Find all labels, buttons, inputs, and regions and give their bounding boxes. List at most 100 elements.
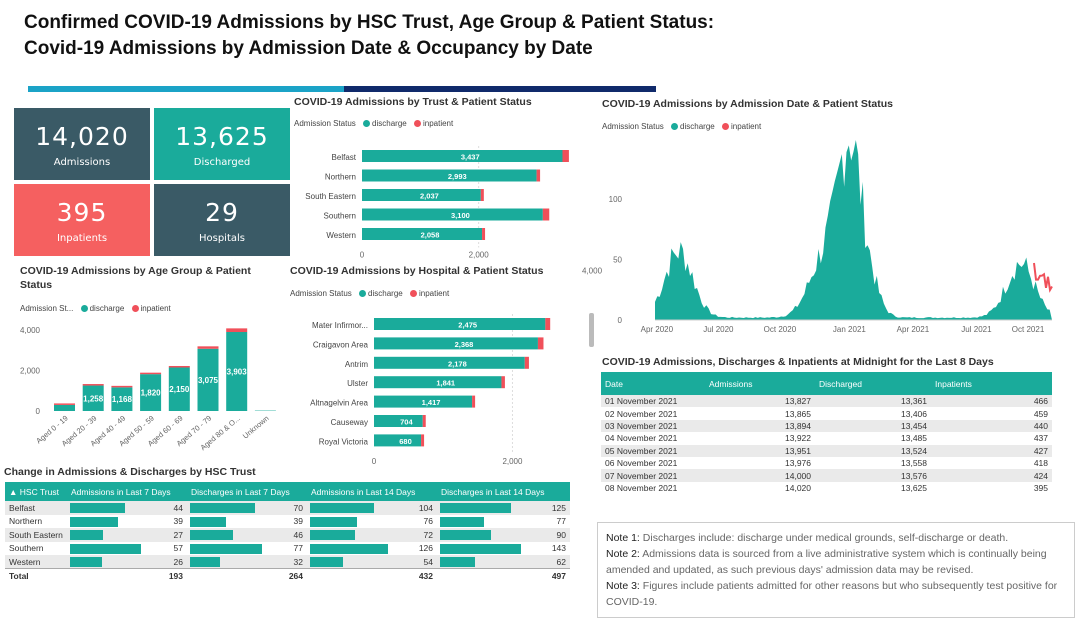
discharge-bar: [140, 374, 162, 411]
age-chart-legend: Admission St... discharge inpatient: [20, 304, 171, 313]
legend-inpatient[interactable]: inpatient: [730, 122, 762, 131]
age-chart-title-2: Status: [20, 279, 53, 291]
data-label: 2,178: [448, 359, 467, 368]
column-header[interactable]: Date: [601, 372, 705, 395]
data-label: 2,368: [455, 340, 474, 349]
cell-value: 27: [173, 529, 183, 540]
data-bar: [190, 503, 256, 513]
table-cell: 13,485: [901, 433, 927, 444]
legend-discharge[interactable]: discharge: [680, 122, 715, 131]
data-bar: [310, 516, 358, 527]
data-label: 1,168: [112, 395, 133, 404]
data-bar: [70, 516, 119, 527]
column-header[interactable]: Inpatients: [931, 372, 1052, 395]
category-label: Ulster: [347, 379, 368, 388]
data-bar: [190, 557, 220, 567]
trust-chart-legend: Admission Status discharge inpatient: [294, 119, 453, 128]
inpatient-bar: [524, 356, 529, 369]
hosp-chart-title: COVID-19 Admissions by Hospital & Patien…: [290, 265, 544, 277]
column-header[interactable]: ▲ HSC Trust: [5, 482, 67, 501]
table-row: Belfast 44 70 104 125: [5, 501, 570, 515]
x-tick-label: Jul 2020: [703, 325, 734, 334]
category-label: Causeway: [331, 418, 368, 427]
discharge-bar: [362, 208, 543, 221]
data-bar: [440, 543, 522, 554]
data-bar: [70, 530, 104, 540]
total-cell: 193: [67, 568, 187, 582]
table-cell: 14,020: [785, 482, 811, 493]
daily-table-title: COVID-19 Admissions, Discharges & Inpati…: [602, 356, 994, 368]
discharge-bar: [82, 385, 104, 411]
table-row: Southern 57 77 126 143: [5, 542, 570, 556]
x-tick-label: Apr 2020: [641, 325, 674, 334]
note-text: Discharges include: discharge under medi…: [639, 532, 1009, 544]
table-cell: 27: [67, 528, 187, 542]
data-label: 704: [400, 418, 413, 427]
inpatient-bar: [472, 395, 476, 408]
cell-value: 46: [293, 529, 303, 540]
category-label: Altnagelvin Area: [310, 399, 368, 408]
table-cell: 03 November 2021: [601, 419, 705, 433]
inpatient-bar: [422, 415, 426, 427]
table-row: 07 November 2021 14,000 13,576 424: [601, 469, 1052, 482]
discharge-legend-dot: [363, 120, 371, 127]
legend-inpatient[interactable]: inpatient: [422, 119, 454, 128]
data-bar: [190, 516, 227, 527]
table-cell: 125: [437, 501, 570, 515]
inpatient-bar: [140, 372, 162, 375]
discharge-area: [655, 140, 1052, 320]
inpatient-bar: [542, 208, 550, 221]
table-cell: 13,361: [815, 395, 931, 408]
column-header[interactable]: Discharges in Last 7 Days: [187, 482, 307, 501]
page-title: Confirmed COVID-19 Admissions by HSC Tru…: [24, 12, 715, 33]
kpi-inpatients[interactable]: 395 Inpatients: [14, 184, 150, 256]
hosp-chart-legend: Admission Status discharge inpatient: [290, 289, 449, 298]
legend-inpatient[interactable]: inpatient: [418, 289, 450, 298]
legend-discharge[interactable]: discharge: [89, 304, 125, 313]
kpi-value: 14,020: [35, 122, 129, 151]
table-row: 05 November 2021 13,951 13,524 427: [601, 444, 1052, 457]
column-header[interactable]: Discharged: [815, 372, 931, 395]
table-cell: 13,951: [705, 444, 815, 457]
discharge-bar: [374, 395, 473, 408]
cell-value: 126: [418, 543, 433, 554]
data-bar: [310, 557, 344, 567]
column-header[interactable]: Admissions: [705, 372, 815, 395]
cell-value: 54: [423, 556, 433, 567]
table-cell: 57: [67, 542, 187, 556]
table-header: ▲ HSC Trust Admissions in Last 7 Days Disc…: [5, 482, 570, 501]
data-label: 3,903: [227, 368, 248, 377]
kpi-label: Discharged: [193, 157, 251, 168]
x-tick-label: Jul 2021: [961, 325, 992, 334]
discharge-bar: [197, 348, 219, 411]
category-label: Royal Victoria: [319, 437, 369, 446]
table-cell: 424: [931, 469, 1052, 482]
table-cell: 13,894: [705, 419, 815, 433]
data-label: 2,150: [169, 385, 190, 394]
kpi-admissions[interactable]: 14,020 Admissions: [14, 108, 150, 180]
column-header[interactable]: Admissions in Last 14 Days: [307, 482, 437, 501]
column-header[interactable]: Discharges in Last 14 Days: [437, 482, 570, 501]
legend-discharge[interactable]: discharge: [372, 119, 407, 128]
column-header[interactable]: Admissions in Last 7 Days: [67, 482, 187, 501]
daily-table: Date Admissions Discharged Inpatients 01 Nov…: [601, 372, 1052, 494]
discharge-bar: [54, 404, 75, 411]
inpatient-bar: [562, 150, 569, 162]
age-chart-title: COVID-19 Admissions by Age Group & Patie…: [20, 265, 251, 277]
discharge-bar: [362, 150, 563, 162]
data-label: 3,437: [461, 153, 480, 162]
note-text: Figures include patients admitted for ot…: [606, 580, 1058, 608]
scrollbar[interactable]: [589, 313, 594, 347]
discharge-legend-dot: [359, 290, 367, 297]
cell-value: 143: [551, 543, 566, 554]
table-row: 03 November 2021 13,894 13,454 440: [601, 419, 1052, 433]
kpi-discharged[interactable]: 13,625 Discharged: [154, 108, 290, 180]
table-cell: 440: [931, 419, 1052, 433]
legend-inpatient[interactable]: inpatient: [140, 304, 171, 313]
legend-discharge[interactable]: discharge: [368, 289, 403, 298]
kpi-hospitals[interactable]: 29 Hospitals: [154, 184, 290, 256]
data-bar: [310, 503, 375, 513]
page-subtitle: Covid-19 Admissions by Admission Date & …: [24, 38, 593, 59]
discharge-bar: [168, 367, 190, 411]
